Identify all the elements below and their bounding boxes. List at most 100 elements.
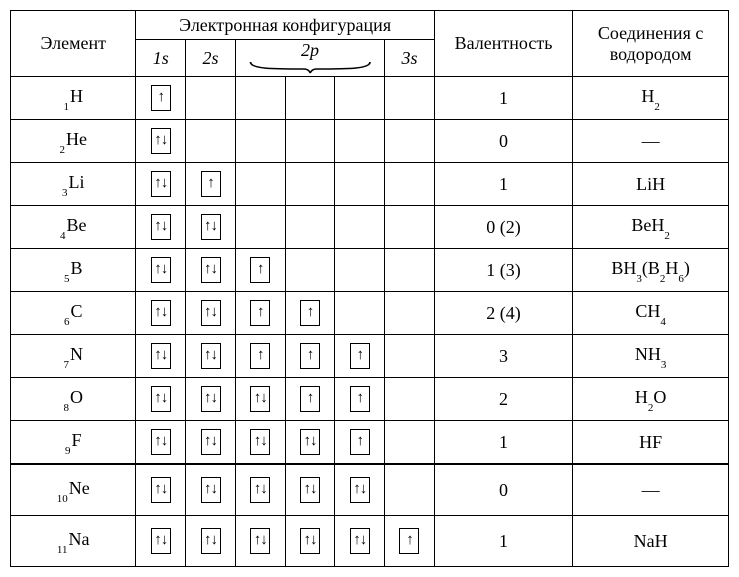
orbital-cell bbox=[285, 120, 335, 163]
atomic-number: 2 bbox=[59, 144, 65, 156]
orbital-box: ↑ bbox=[250, 257, 270, 283]
valence-cell: 1 bbox=[434, 163, 572, 206]
valence-cell: 3 bbox=[434, 335, 572, 378]
orbital-box: ↑↓ bbox=[151, 128, 171, 154]
orbital-box: ↑↓ bbox=[151, 214, 171, 240]
atomic-number: 7 bbox=[63, 359, 69, 371]
orbital-box: ↑↓ bbox=[151, 171, 171, 197]
orbital-box: ↑↓ bbox=[250, 429, 270, 455]
orbital-cell: ↑↓ bbox=[186, 464, 236, 516]
orbital-cell bbox=[235, 206, 285, 249]
orbital-cell bbox=[385, 206, 435, 249]
table-row: 11Na↑↓↑↓↑↓↑↓↑↓↑1NaH bbox=[11, 516, 729, 567]
element-symbol: Be bbox=[66, 215, 86, 235]
table-row: 3Li↑↓↑1LiH bbox=[11, 163, 729, 206]
valence-cell: 1 bbox=[434, 516, 572, 567]
orbital-cell bbox=[335, 249, 385, 292]
orbital-box: ↑ bbox=[300, 386, 320, 412]
atomic-number: 6 bbox=[64, 316, 70, 328]
orbital-cell bbox=[385, 464, 435, 516]
element-symbol: B bbox=[70, 258, 82, 278]
compound-cell: LiH bbox=[573, 163, 729, 206]
orbital-cell: ↑ bbox=[285, 292, 335, 335]
atomic-number: 9 bbox=[65, 445, 71, 457]
orbital-cell bbox=[335, 163, 385, 206]
element-symbol: F bbox=[71, 430, 81, 450]
compound-cell: BeH2 bbox=[573, 206, 729, 249]
orbital-cell: ↑ bbox=[235, 249, 285, 292]
orbital-box: ↑↓ bbox=[201, 528, 221, 554]
orbital-box: ↑ bbox=[350, 386, 370, 412]
orbital-cell bbox=[385, 163, 435, 206]
orbital-cell bbox=[335, 292, 385, 335]
element-cell: 5B bbox=[11, 249, 136, 292]
valence-cell: 2 (4) bbox=[434, 292, 572, 335]
subheader-3s: 3s bbox=[385, 40, 435, 77]
orbital-cell bbox=[235, 163, 285, 206]
orbital-cell: ↑↓ bbox=[186, 249, 236, 292]
orbital-cell: ↑↓ bbox=[335, 516, 385, 567]
orbital-cell: ↑↓ bbox=[136, 378, 186, 421]
atomic-number: 10 bbox=[57, 493, 68, 505]
orbital-cell bbox=[285, 77, 335, 120]
orbital-cell: ↑↓ bbox=[136, 120, 186, 163]
orbital-cell: ↑↓ bbox=[186, 335, 236, 378]
table-row: 8O↑↓↑↓↑↓↑↑2H2O bbox=[11, 378, 729, 421]
subheader-1s: 1s bbox=[136, 40, 186, 77]
orbital-box: ↑↓ bbox=[250, 477, 270, 503]
orbital-cell: ↑↓ bbox=[136, 464, 186, 516]
element-cell: 6C bbox=[11, 292, 136, 335]
orbital-box: ↑↓ bbox=[151, 429, 171, 455]
valence-cell: 1 bbox=[434, 77, 572, 120]
orbital-cell: ↑↓ bbox=[335, 464, 385, 516]
col-header-element: Элемент bbox=[11, 11, 136, 77]
table-row: 2He↑↓0— bbox=[11, 120, 729, 163]
orbital-box: ↑ bbox=[350, 343, 370, 369]
orbital-box: ↑↓ bbox=[201, 386, 221, 412]
orbital-box: ↑↓ bbox=[201, 429, 221, 455]
orbital-box: ↑↓ bbox=[350, 528, 370, 554]
orbital-cell: ↑ bbox=[235, 292, 285, 335]
orbital-cell bbox=[335, 206, 385, 249]
orbital-box: ↑ bbox=[151, 85, 171, 111]
orbital-cell bbox=[186, 77, 236, 120]
table-row: 10Ne↑↓↑↓↑↓↑↓↑↓0— bbox=[11, 464, 729, 516]
compound-cell: HF bbox=[573, 421, 729, 465]
orbital-box: ↑↓ bbox=[151, 386, 171, 412]
orbital-box: ↑↓ bbox=[300, 528, 320, 554]
orbital-box: ↑↓ bbox=[201, 343, 221, 369]
compound-cell: NaH bbox=[573, 516, 729, 567]
orbital-box: ↑ bbox=[300, 300, 320, 326]
element-cell: 9F bbox=[11, 421, 136, 465]
orbital-box: ↑↓ bbox=[201, 257, 221, 283]
table-row: 7N↑↓↑↓↑↑↑3NH3 bbox=[11, 335, 729, 378]
orbital-box: ↑↓ bbox=[151, 257, 171, 283]
orbital-cell: ↑ bbox=[285, 378, 335, 421]
orbital-cell: ↑↓ bbox=[136, 516, 186, 567]
atomic-number: 11 bbox=[57, 544, 68, 556]
valence-cell: 2 bbox=[434, 378, 572, 421]
orbital-cell: ↑ bbox=[335, 421, 385, 465]
orbital-cell bbox=[235, 77, 285, 120]
orbital-cell: ↑↓ bbox=[235, 378, 285, 421]
compound-cell: H2O bbox=[573, 378, 729, 421]
orbital-box: ↑ bbox=[300, 343, 320, 369]
orbital-cell: ↑↓ bbox=[186, 378, 236, 421]
element-symbol: He bbox=[66, 129, 87, 149]
orbital-box: ↑ bbox=[399, 528, 419, 554]
element-symbol: Na bbox=[69, 529, 90, 549]
element-symbol: N bbox=[70, 344, 83, 364]
orbital-cell: ↑↓ bbox=[186, 292, 236, 335]
orbital-box: ↑↓ bbox=[151, 300, 171, 326]
orbital-cell bbox=[385, 421, 435, 465]
element-cell: 11Na bbox=[11, 516, 136, 567]
orbital-cell bbox=[186, 120, 236, 163]
orbital-cell: ↑↓ bbox=[285, 516, 335, 567]
orbital-box: ↑↓ bbox=[300, 429, 320, 455]
table-row: 4Be↑↓↑↓0 (2)BeH2 bbox=[11, 206, 729, 249]
compound-cell: CH4 bbox=[573, 292, 729, 335]
orbital-box: ↑↓ bbox=[300, 477, 320, 503]
orbital-cell: ↑↓ bbox=[186, 516, 236, 567]
orbital-cell bbox=[385, 335, 435, 378]
orbital-cell bbox=[385, 77, 435, 120]
